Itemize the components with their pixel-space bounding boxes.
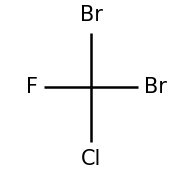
Text: F: F — [26, 77, 38, 97]
Text: Br: Br — [80, 5, 102, 25]
Text: Cl: Cl — [81, 149, 101, 169]
Text: Br: Br — [144, 77, 167, 97]
